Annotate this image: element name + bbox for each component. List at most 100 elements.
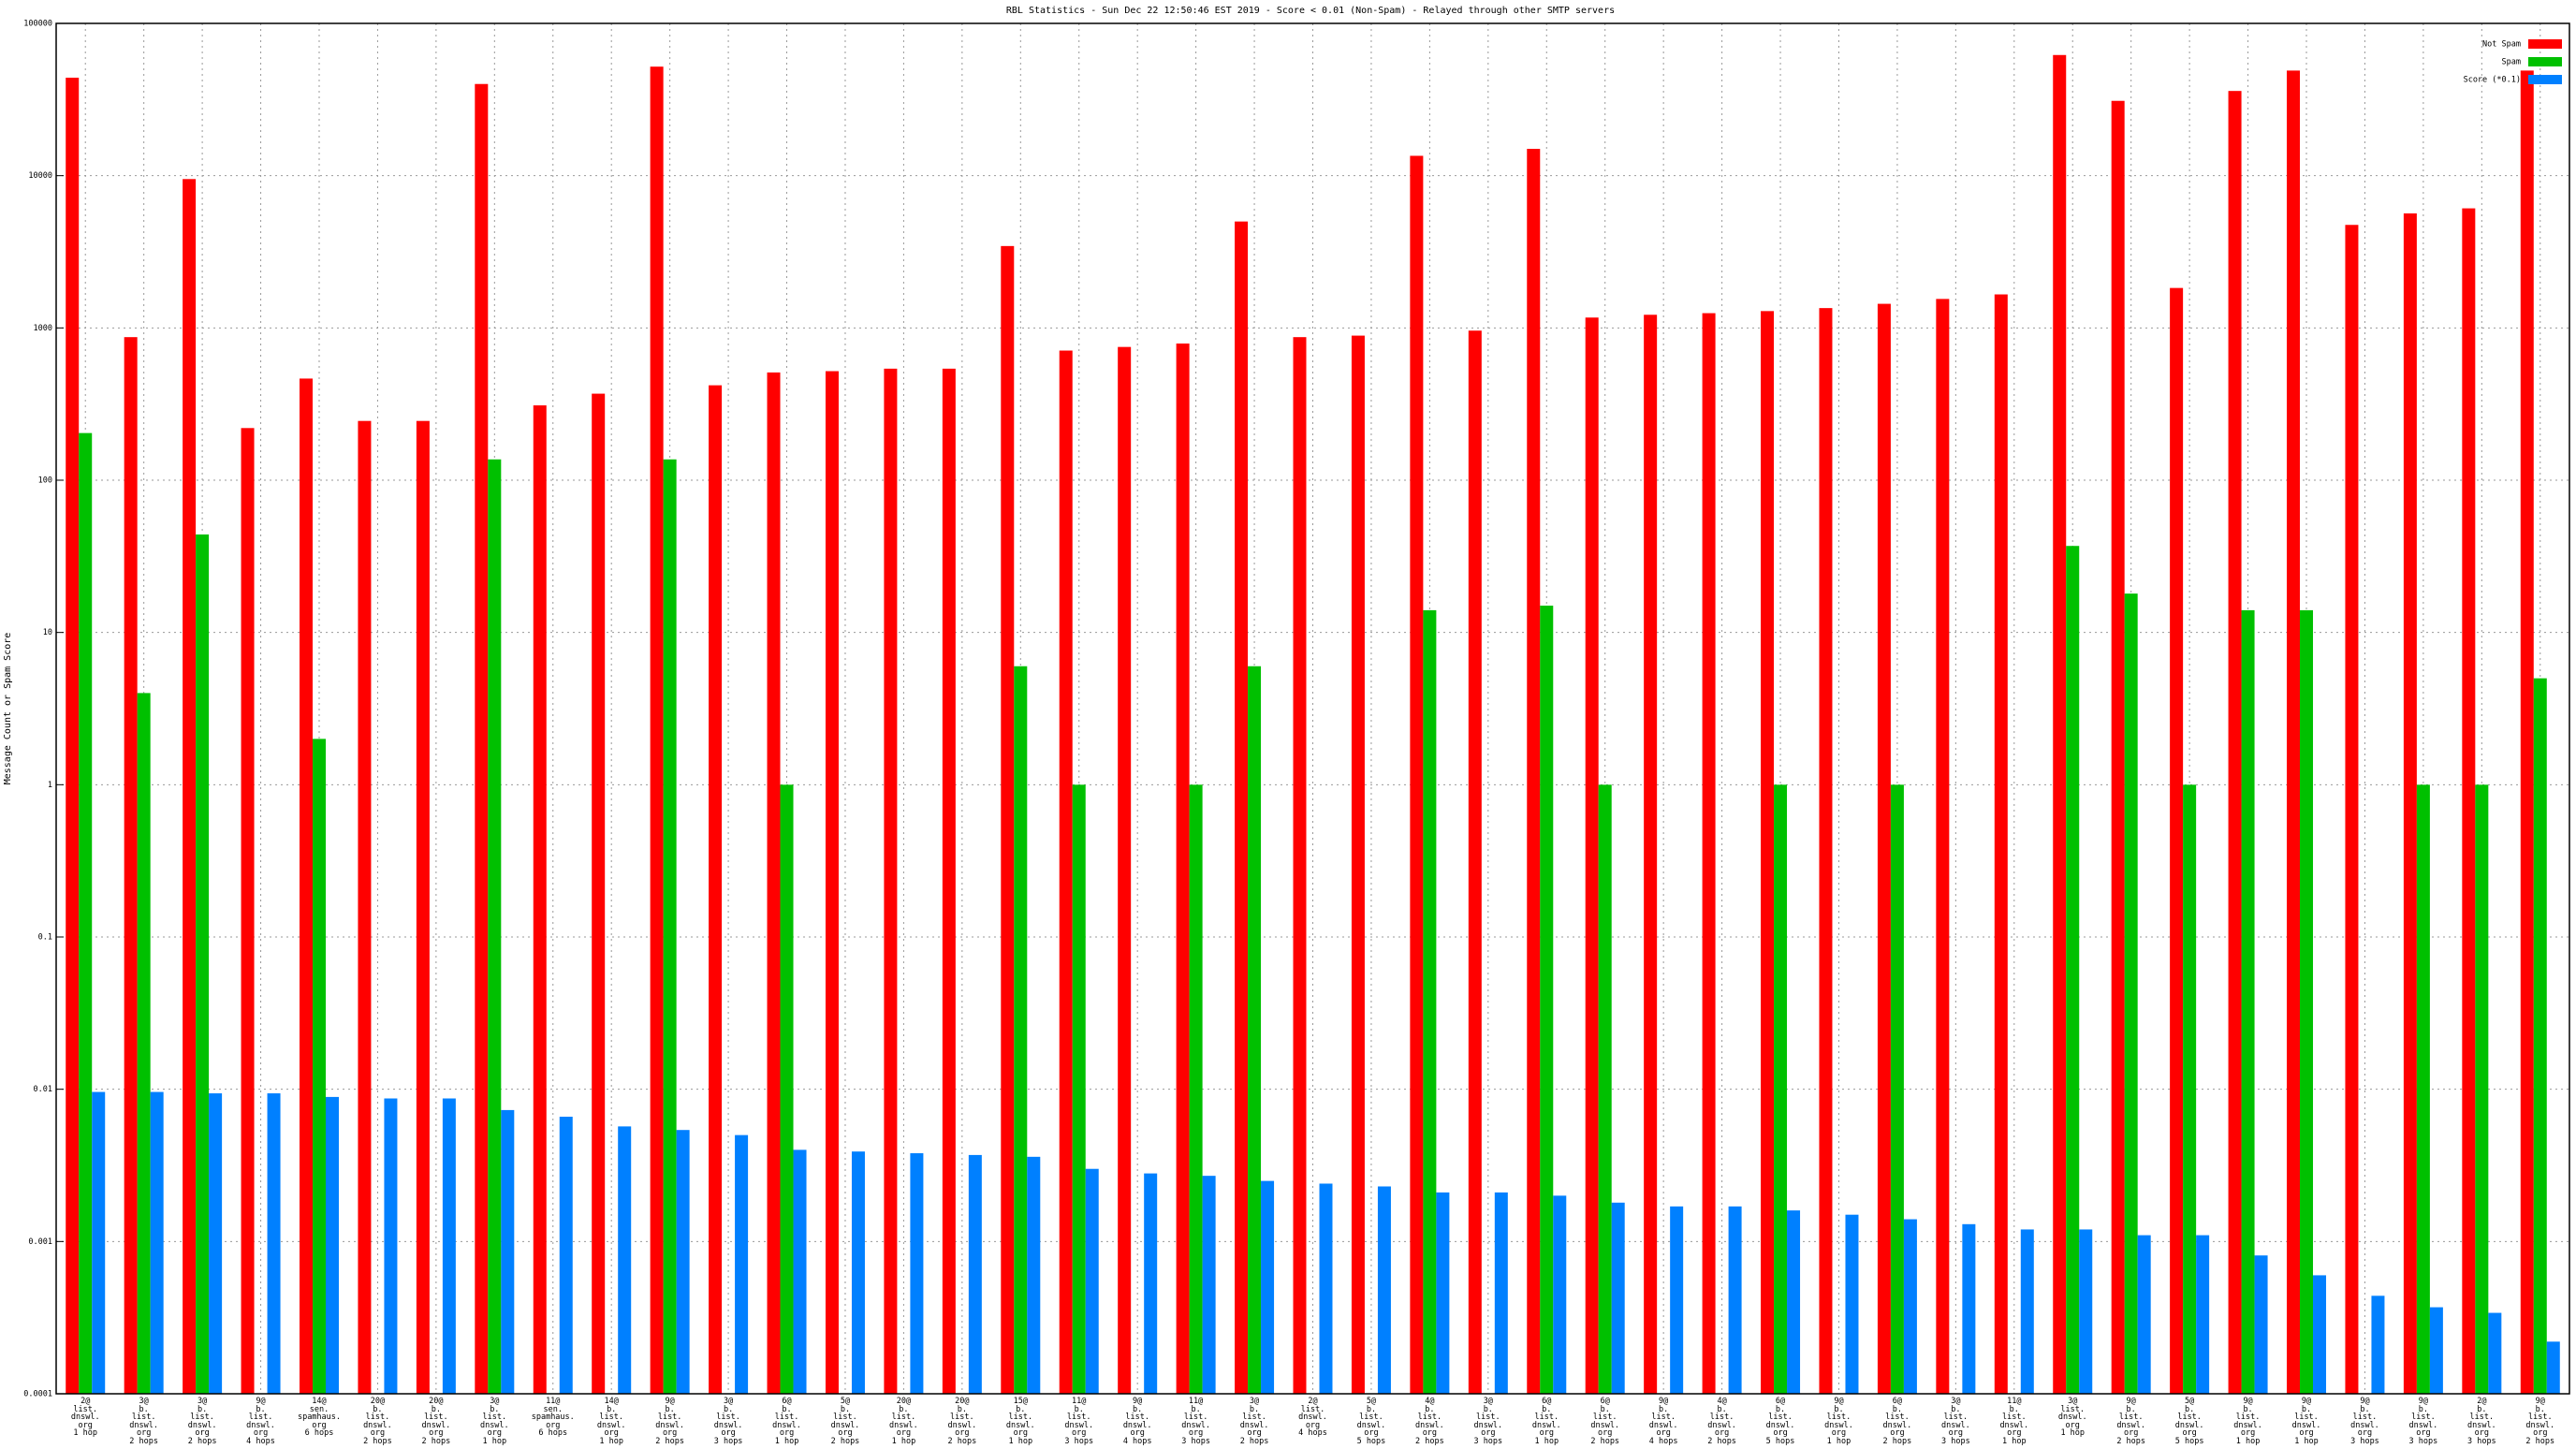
x-tick-label: 9@ b. list. dnswl. org 2 hops	[2116, 1397, 2146, 1446]
bar	[1962, 1223, 1976, 1394]
bar	[2520, 70, 2534, 1394]
x-tick-label: 11@ b. list. dnswl. org 1 hop	[1999, 1397, 2029, 1446]
bar	[2429, 1307, 2443, 1394]
bar	[1118, 346, 1132, 1394]
x-tick-label: 14@ b. list. dnswl. org 1 hop	[596, 1397, 626, 1446]
bar	[2066, 546, 2080, 1394]
bar	[299, 378, 313, 1395]
legend-swatch	[2528, 57, 2562, 66]
bar	[559, 1117, 573, 1394]
x-tick-label: 6@ b. list. dnswl. org 2 hops	[1590, 1397, 1620, 1446]
x-tick-label: 2@ b. list. dnswl. org 3 hops	[2466, 1397, 2496, 1446]
bar	[1598, 784, 1612, 1394]
bar	[1761, 311, 1775, 1394]
bar	[2488, 1312, 2502, 1394]
bar	[1611, 1202, 1625, 1394]
bar	[1351, 335, 1365, 1394]
y-axis-label: Message Count or Spam Score	[3, 633, 13, 785]
bar	[2254, 1255, 2268, 1394]
x-tick-label: 9@ b. list. dnswl. org 3 hops	[2408, 1397, 2438, 1446]
bar	[592, 393, 606, 1394]
x-tick-label: 3@ b. list. dnswl. org 2 hops	[129, 1397, 159, 1446]
bar	[209, 1093, 223, 1394]
bar	[2533, 678, 2547, 1394]
bar	[2546, 1341, 2560, 1394]
bar	[267, 1093, 281, 1394]
bar	[475, 83, 489, 1395]
bar	[1176, 343, 1190, 1395]
bar	[2345, 225, 2359, 1395]
bar	[735, 1134, 749, 1394]
y-tick-label: 0.1	[38, 933, 52, 943]
x-tick-label: 5@ b. list. dnswl. org 5 hops	[2174, 1397, 2204, 1446]
bar	[663, 459, 677, 1394]
y-tick-label: 0.001	[28, 1237, 52, 1247]
bar	[676, 1130, 690, 1394]
bar	[1728, 1206, 1742, 1394]
bar	[1994, 294, 2008, 1395]
bar	[2462, 208, 2476, 1395]
x-tick-label: 6@ b. list. dnswl. org 2 hops	[1882, 1397, 1912, 1446]
bar	[709, 385, 723, 1394]
bar	[2287, 70, 2301, 1394]
x-tick-label: 6@ b. list. dnswl. org 1 hop	[1531, 1397, 1561, 1446]
bar	[1774, 784, 1788, 1394]
x-tick-label: 6@ b. list. dnswl. org 1 hop	[772, 1397, 801, 1446]
bar	[884, 368, 898, 1394]
bar	[1085, 1168, 1099, 1394]
x-tick-label: 5@ b. list. dnswl. org 5 hops	[1356, 1397, 1386, 1446]
bar	[1027, 1156, 1041, 1394]
bar	[1202, 1176, 1216, 1394]
bar	[150, 1091, 164, 1394]
bar	[2371, 1295, 2385, 1394]
bar	[1001, 245, 1015, 1394]
bar	[1235, 221, 1249, 1394]
x-tick-label: 3@ b. list. dnswl. org 3 hops	[1941, 1397, 1970, 1446]
bar	[2111, 100, 2125, 1394]
x-tick-label: 9@ b. list. dnswl. org 4 hops	[1648, 1397, 1678, 1446]
bar	[2170, 287, 2184, 1394]
bar	[196, 534, 210, 1394]
bar	[137, 693, 151, 1394]
x-tick-label: 6@ b. list. dnswl. org 5 hops	[1765, 1397, 1795, 1446]
bar	[2137, 1235, 2151, 1394]
bar	[1670, 1206, 1684, 1394]
bar	[1319, 1183, 1333, 1394]
bar	[416, 420, 430, 1394]
bar	[66, 77, 80, 1394]
x-tick-label: 15@ b. list. dnswl. org 1 hop	[1005, 1397, 1035, 1446]
bar	[1410, 155, 1424, 1395]
bar	[793, 1149, 807, 1394]
bar	[1436, 1192, 1450, 1394]
y-tick-label: 100	[38, 476, 52, 486]
x-tick-label: 9@ b. list. dnswl. org 1 hop	[2233, 1397, 2262, 1446]
bar	[1936, 299, 1950, 1395]
x-tick-label: 3@ list. dnswl. org 1 hop	[2057, 1397, 2087, 1439]
bar	[312, 739, 326, 1394]
bar	[501, 1109, 515, 1394]
x-tick-label: 9@ b. list. dnswl. org 1 hop	[2291, 1397, 2321, 1446]
bar	[358, 420, 372, 1394]
bar	[1468, 330, 1482, 1394]
x-tick-label: 9@ b. list. dnswl. org 1 hop	[1824, 1397, 1853, 1446]
bar	[1189, 784, 1203, 1394]
x-tick-label: 2@ list. dnswl. org 1 hop	[70, 1397, 100, 1439]
legend-label: Spam	[2502, 58, 2521, 67]
bar	[1819, 308, 1833, 1395]
bar	[2313, 1275, 2327, 1394]
x-tick-label: 11@ sen. spamhaus. org 6 hops	[531, 1397, 575, 1439]
bar	[2416, 784, 2430, 1394]
bar	[1787, 1210, 1801, 1394]
bar	[1014, 666, 1028, 1394]
bar	[2300, 609, 2314, 1394]
bar	[533, 405, 547, 1395]
x-tick-label: 3@ b. list. dnswl. org 2 hops	[187, 1397, 217, 1446]
bar	[488, 459, 502, 1394]
bar	[1261, 1180, 1275, 1394]
bar	[1877, 303, 1891, 1395]
x-tick-label: 5@ b. list. dnswl. org 2 hops	[830, 1397, 860, 1446]
bar	[2053, 54, 2067, 1394]
bar	[1293, 337, 1307, 1395]
bar	[650, 66, 664, 1395]
x-tick-label: 3@ b. list. dnswl. org 1 hop	[479, 1397, 509, 1446]
